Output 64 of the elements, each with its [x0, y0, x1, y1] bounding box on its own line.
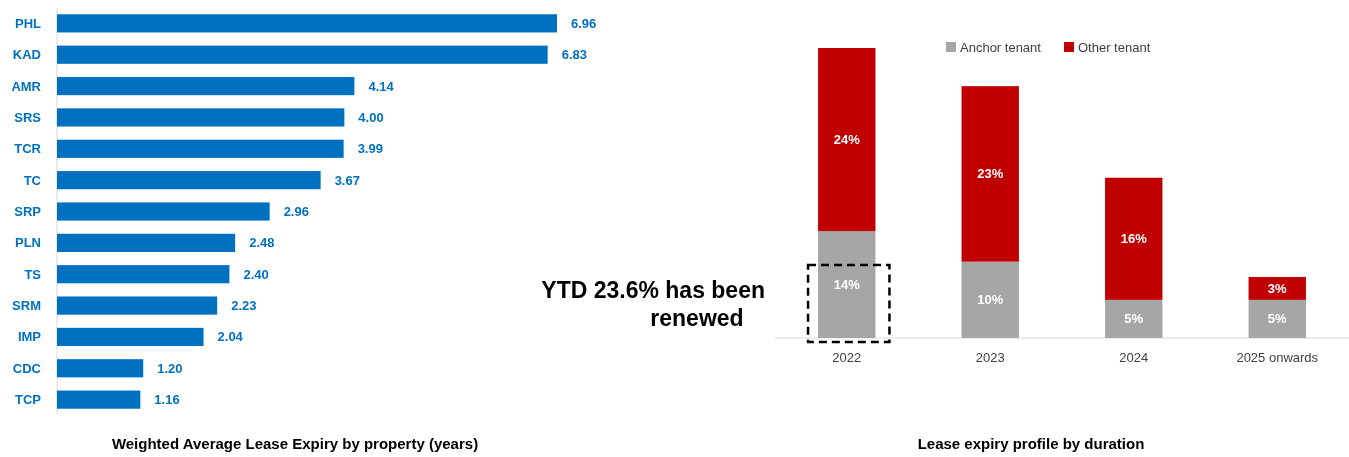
data-label: 5% [1124, 311, 1144, 327]
bar [57, 233, 236, 252]
data-label: 2.04 [217, 329, 244, 345]
y-tick-label: KAD [12, 47, 41, 63]
y-tick-label: IMP [17, 329, 42, 345]
bar [961, 86, 1019, 262]
bar [57, 296, 218, 315]
data-label: 4.00 [358, 109, 384, 125]
bar [57, 45, 548, 64]
y-tick-label: SRP [14, 204, 42, 220]
y-tick-label: SRM [12, 298, 41, 314]
bar [1105, 177, 1163, 300]
y-tick-label: PLN [15, 235, 41, 251]
bar [818, 231, 876, 338]
data-label: 4.14 [368, 78, 395, 94]
x-tick-label: 2023 [975, 350, 1005, 365]
bar [57, 76, 355, 96]
data-label: 10% [977, 292, 1004, 308]
data-label: 3.99 [357, 141, 383, 157]
y-tick-label: TS [24, 266, 42, 282]
y-tick-label: AMR [11, 78, 42, 94]
data-label: 16% [1120, 231, 1148, 247]
text: Weighted Average Lease Expiry by property (years) [111, 435, 479, 452]
data-label: 6.96 [571, 15, 597, 31]
data-label: 14% [833, 277, 861, 293]
y-tick-label: PHL [15, 15, 42, 31]
y-tick-label: TCR [14, 141, 42, 157]
legend-label: Anchor tenant [960, 39, 1042, 55]
bar [57, 265, 230, 284]
data-label: 1.16 [154, 392, 180, 408]
data-label: 5% [1267, 311, 1288, 327]
bar [57, 202, 270, 221]
data-label: 3.67 [334, 172, 360, 188]
legend-label: Other tenant [1078, 39, 1151, 55]
x-tick-label: 2025 onwards [1236, 350, 1319, 365]
data-label: 24% [833, 132, 861, 148]
annotation: YTD 23.6% has been renewed [541, 277, 765, 331]
x-tick-label: 2024 [1119, 350, 1149, 365]
bar [57, 139, 344, 158]
data-label: 2.96 [283, 204, 309, 220]
y-tick-label: SRS [14, 109, 42, 125]
bar [57, 108, 345, 127]
bar [57, 14, 557, 33]
y-tick-label: TCP [15, 392, 42, 408]
bar [57, 327, 204, 347]
bar [57, 390, 141, 409]
data-label: 23% [977, 166, 1004, 182]
data-label: 1.20 [157, 360, 183, 376]
y-tick-label: TC [23, 172, 42, 188]
data-label: 3% [1267, 280, 1288, 296]
text: Lease expiry profile by duration [917, 435, 1145, 452]
data-label: 2.48 [249, 235, 275, 251]
bar [1248, 276, 1306, 300]
bar [961, 261, 1019, 338]
data-label: 2.40 [243, 266, 269, 282]
x-tick-label: 2022 [832, 350, 862, 365]
bar [818, 48, 876, 232]
bar [57, 171, 321, 190]
bar [57, 359, 144, 378]
bar [1248, 299, 1306, 338]
y-tick-label: CDC [12, 360, 42, 376]
data-label: 2.23 [231, 298, 257, 314]
data-label: 6.83 [561, 47, 587, 63]
bar [1105, 299, 1163, 338]
